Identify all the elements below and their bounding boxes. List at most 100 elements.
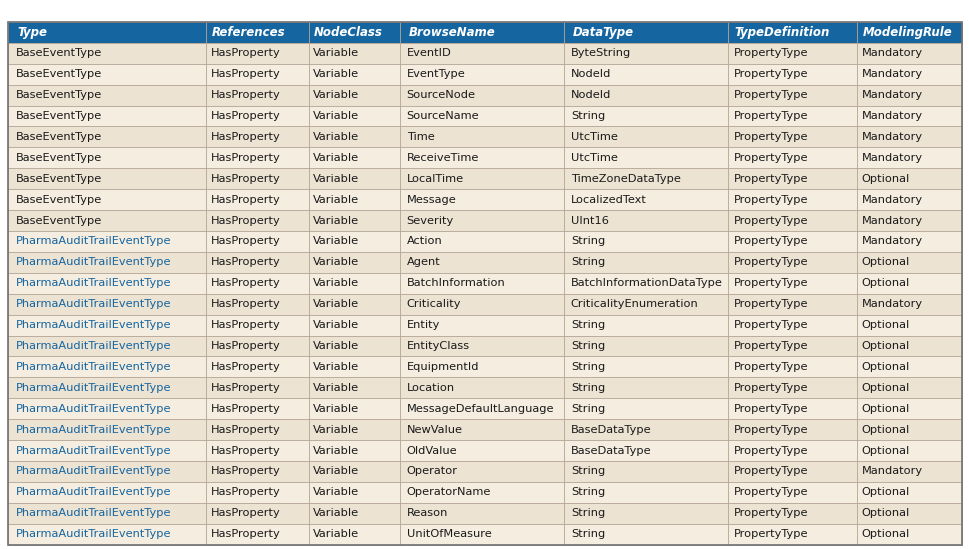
Bar (399, 524, 564, 545)
Bar (728, 85, 857, 105)
Text: HasProperty: HasProperty (210, 132, 280, 142)
Bar (399, 210, 564, 231)
Bar (564, 315, 728, 335)
Bar (206, 210, 309, 231)
Text: PropertyType: PropertyType (733, 237, 807, 247)
Text: PropertyType: PropertyType (733, 529, 807, 539)
Text: HasProperty: HasProperty (210, 173, 280, 184)
Text: OldValue: OldValue (406, 446, 456, 456)
Bar (206, 398, 309, 419)
Bar (206, 315, 309, 335)
Text: HasProperty: HasProperty (210, 48, 280, 58)
Text: PropertyType: PropertyType (733, 132, 807, 142)
Text: Variable: Variable (313, 320, 359, 330)
Bar (399, 85, 564, 105)
Text: UInt16: UInt16 (570, 216, 608, 226)
Text: PropertyType: PropertyType (733, 467, 807, 477)
Bar (399, 377, 564, 398)
Bar (399, 252, 564, 273)
Text: HasProperty: HasProperty (210, 320, 280, 330)
Bar (857, 169, 961, 189)
Text: SourceNode: SourceNode (406, 90, 475, 100)
Bar (309, 169, 399, 189)
Text: PropertyType: PropertyType (733, 90, 807, 100)
Bar (8, 294, 206, 315)
Bar (399, 43, 564, 64)
Bar (857, 105, 961, 126)
Bar (399, 398, 564, 419)
Bar (309, 294, 399, 315)
Text: Mandatory: Mandatory (860, 132, 922, 142)
Bar (728, 126, 857, 147)
Bar (309, 126, 399, 147)
Text: EventID: EventID (406, 48, 451, 58)
Bar (206, 43, 309, 64)
Text: Optional: Optional (860, 446, 909, 456)
Text: Mandatory: Mandatory (860, 216, 922, 226)
Text: String: String (570, 111, 605, 121)
Text: Optional: Optional (860, 173, 909, 184)
Text: TimeZoneDataType: TimeZoneDataType (570, 173, 680, 184)
Text: Variable: Variable (313, 173, 359, 184)
Bar (206, 294, 309, 315)
Bar (857, 482, 961, 503)
Bar (564, 231, 728, 252)
Text: Variable: Variable (313, 488, 359, 497)
Bar (8, 398, 206, 419)
Bar (564, 335, 728, 356)
Text: Variable: Variable (313, 446, 359, 456)
Bar (564, 461, 728, 482)
Text: PropertyType: PropertyType (733, 195, 807, 205)
Bar (857, 85, 961, 105)
Bar (309, 64, 399, 85)
Text: PharmaAuditTrailEventType: PharmaAuditTrailEventType (16, 320, 171, 330)
Bar (564, 252, 728, 273)
Bar (728, 252, 857, 273)
Bar (309, 315, 399, 335)
Bar (309, 22, 399, 43)
Text: Severity: Severity (406, 216, 453, 226)
Bar (564, 294, 728, 315)
Text: BaseEventType: BaseEventType (16, 173, 102, 184)
Text: Optional: Optional (860, 404, 909, 414)
Text: PropertyType: PropertyType (733, 320, 807, 330)
Text: String: String (570, 467, 605, 477)
Bar (399, 461, 564, 482)
Bar (728, 335, 857, 356)
Text: HasProperty: HasProperty (210, 424, 280, 435)
Text: Mandatory: Mandatory (860, 111, 922, 121)
Text: String: String (570, 320, 605, 330)
Text: HasProperty: HasProperty (210, 111, 280, 121)
Text: UtcTime: UtcTime (570, 153, 617, 163)
Bar (857, 231, 961, 252)
Bar (857, 398, 961, 419)
Bar (309, 524, 399, 545)
Bar (206, 189, 309, 210)
Bar (309, 147, 399, 169)
Bar (206, 461, 309, 482)
Text: Optional: Optional (860, 508, 909, 518)
Text: PropertyType: PropertyType (733, 278, 807, 288)
Bar (564, 22, 728, 43)
Text: Variable: Variable (313, 508, 359, 518)
Text: LocalizedText: LocalizedText (570, 195, 646, 205)
Bar (857, 210, 961, 231)
Bar (564, 440, 728, 461)
Text: BaseEventType: BaseEventType (16, 69, 102, 79)
Bar (857, 440, 961, 461)
Text: NodeClass: NodeClass (314, 26, 383, 39)
Bar (206, 440, 309, 461)
Text: Optional: Optional (860, 341, 909, 351)
Text: Optional: Optional (860, 278, 909, 288)
Text: Mandatory: Mandatory (860, 90, 922, 100)
Bar (8, 252, 206, 273)
Bar (564, 64, 728, 85)
Text: BrowseName: BrowseName (408, 26, 494, 39)
Bar (8, 273, 206, 294)
Text: String: String (570, 404, 605, 414)
Bar (309, 231, 399, 252)
Text: References: References (211, 26, 285, 39)
Text: PharmaAuditTrailEventType: PharmaAuditTrailEventType (16, 383, 171, 393)
Text: Action: Action (406, 237, 442, 247)
Bar (857, 22, 961, 43)
